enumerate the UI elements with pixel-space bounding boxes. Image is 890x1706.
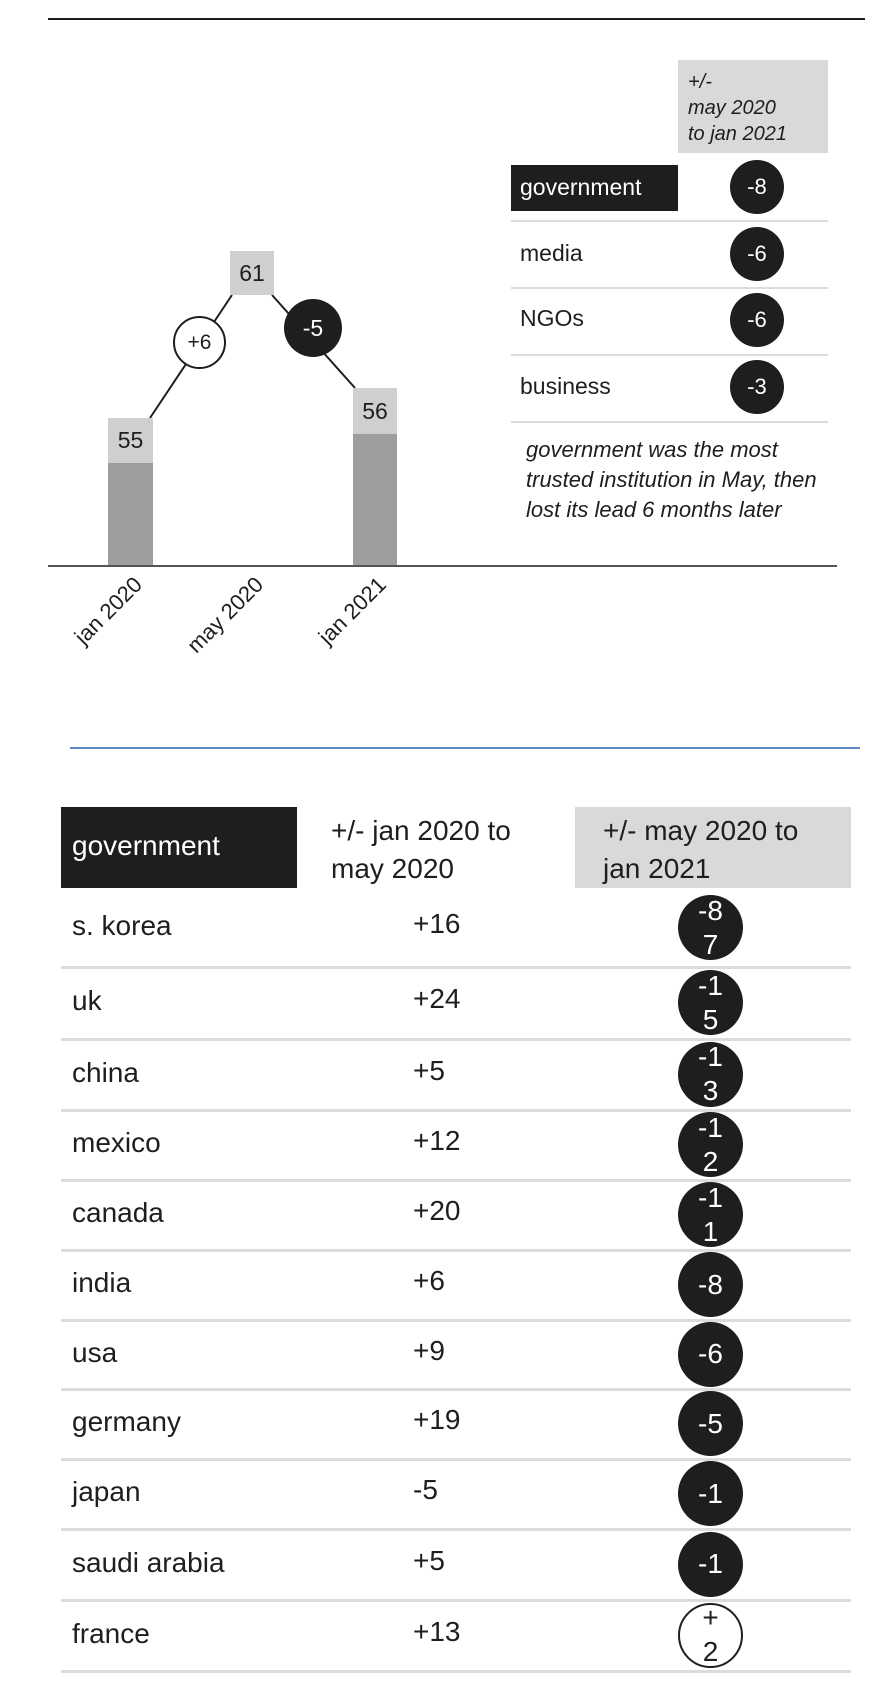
institutions-header: +/- may 2020 to jan 2021 bbox=[678, 60, 828, 153]
country-name: mexico bbox=[72, 1127, 161, 1158]
institution-change-badge: -6 bbox=[730, 227, 784, 281]
badge-value: -1 bbox=[698, 1548, 723, 1579]
change-badge-decrease: -5 bbox=[284, 299, 342, 357]
bar-jan-2021 bbox=[353, 434, 397, 566]
country-name: uk bbox=[72, 985, 102, 1016]
header-line: to jan 2021 bbox=[688, 123, 787, 145]
x-axis-baseline bbox=[48, 565, 837, 567]
top-rule bbox=[48, 18, 865, 20]
row-divider bbox=[61, 1458, 851, 1461]
badge-value: -1 bbox=[698, 1477, 723, 1509]
change-jan-may: +6 bbox=[413, 1265, 445, 1296]
row-divider bbox=[61, 1249, 851, 1252]
row-divider bbox=[511, 220, 828, 222]
country-name: s. korea bbox=[72, 910, 172, 941]
institution-name: business bbox=[520, 373, 611, 399]
header-line: +/- bbox=[688, 71, 712, 93]
country-name: india bbox=[72, 1267, 132, 1298]
change-may-jan-badge: -6 bbox=[678, 1321, 743, 1387]
annotation-note: government was the most trusted institut… bbox=[526, 437, 817, 522]
change-jan-may: +13 bbox=[413, 1615, 461, 1647]
change-jan-may: -5 bbox=[413, 1474, 438, 1505]
change-may-jan-badge: +2 bbox=[678, 1602, 743, 1668]
country-name: usa bbox=[72, 1336, 118, 1368]
institution-change-badge: -8 bbox=[730, 160, 784, 214]
institution-name: NGOs bbox=[520, 305, 584, 331]
row-divider bbox=[61, 966, 851, 969]
change-may-jan-badge: -5 bbox=[678, 1391, 743, 1456]
badge-value: -6 bbox=[698, 1338, 723, 1369]
value-label-may-2020: 61 bbox=[230, 251, 274, 295]
change-may-jan-badge: -11 bbox=[678, 1182, 743, 1247]
country-name: japan bbox=[72, 1476, 141, 1507]
change-may-jan-badge: -8 bbox=[678, 1252, 743, 1317]
badge-value: +2 bbox=[702, 1602, 719, 1667]
row-divider bbox=[61, 1599, 851, 1602]
value-label-jan-2020: 55 bbox=[108, 418, 153, 463]
change-jan-may: +5 bbox=[413, 1054, 445, 1086]
row-divider bbox=[511, 287, 828, 289]
country-name: china bbox=[72, 1056, 139, 1088]
header-line: may 2020 bbox=[688, 97, 776, 119]
row-divider bbox=[61, 1670, 851, 1673]
country-name: france bbox=[72, 1617, 150, 1649]
country-name: germany bbox=[72, 1406, 181, 1437]
row-divider bbox=[511, 354, 828, 356]
institution-name: media bbox=[520, 240, 583, 266]
row-divider bbox=[61, 1038, 851, 1041]
section-divider bbox=[70, 747, 860, 749]
table-header-label: government bbox=[72, 830, 220, 861]
change-may-jan-badge: -15 bbox=[678, 970, 743, 1035]
badge-value: -15 bbox=[698, 969, 723, 1035]
institution-name: government bbox=[520, 174, 642, 200]
row-divider bbox=[61, 1319, 851, 1322]
change-may-jan-badge: -12 bbox=[678, 1112, 743, 1177]
row-divider bbox=[61, 1388, 851, 1391]
change-jan-may: +12 bbox=[413, 1125, 461, 1156]
institution-change-badge: -3 bbox=[730, 360, 784, 414]
badge-value: -87 bbox=[698, 894, 723, 960]
change-jan-may: +19 bbox=[413, 1404, 461, 1435]
country-name: canada bbox=[72, 1197, 164, 1228]
badge-value: -13 bbox=[698, 1041, 723, 1106]
badge-value: -11 bbox=[698, 1181, 723, 1247]
table-header-may-jan bbox=[575, 807, 851, 888]
table-header-label: +/- may 2020 to jan 2021 bbox=[603, 815, 799, 884]
table-header-jan-may: +/- jan 2020 to may 2020 bbox=[331, 815, 511, 884]
bar-jan-2020 bbox=[108, 463, 153, 566]
change-jan-may: +20 bbox=[413, 1195, 461, 1226]
change-may-jan-badge: -13 bbox=[678, 1041, 743, 1107]
badge-value: -12 bbox=[698, 1111, 723, 1177]
change-jan-may: +5 bbox=[413, 1544, 445, 1576]
row-divider bbox=[61, 1528, 851, 1531]
row-divider bbox=[61, 1109, 851, 1112]
change-may-jan-badge: -87 bbox=[678, 895, 743, 960]
badge-value: -5 bbox=[698, 1407, 723, 1439]
row-divider bbox=[511, 421, 828, 423]
change-jan-may: +24 bbox=[413, 983, 461, 1014]
institution-change-badge: -6 bbox=[730, 293, 784, 347]
institution-highlight-government bbox=[511, 165, 678, 211]
change-badge-increase: +6 bbox=[173, 316, 226, 369]
change-jan-may: +9 bbox=[413, 1334, 445, 1366]
country-name: saudi arabia bbox=[72, 1546, 225, 1578]
change-may-jan-badge: -1 bbox=[678, 1531, 743, 1597]
row-divider bbox=[61, 1179, 851, 1182]
change-may-jan-badge: -1 bbox=[678, 1461, 743, 1526]
change-jan-may: +16 bbox=[413, 908, 461, 939]
table-header-government bbox=[61, 807, 297, 888]
badge-value: -8 bbox=[698, 1268, 723, 1300]
value-label-jan-2021: 56 bbox=[353, 388, 397, 434]
